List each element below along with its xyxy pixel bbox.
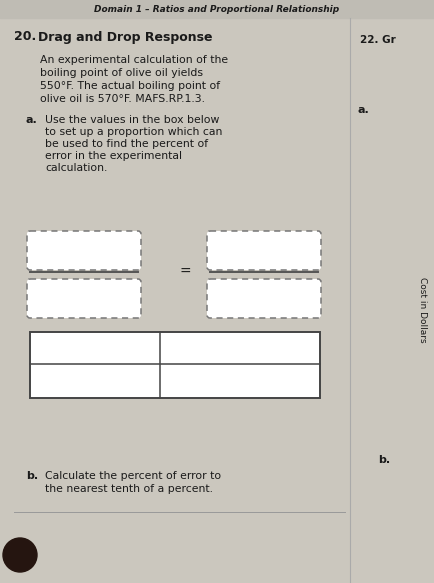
Text: a.: a.: [26, 115, 38, 125]
Text: b.: b.: [26, 471, 38, 481]
Text: 20.: 20.: [14, 30, 36, 44]
Text: the nearest tenth of a percent.: the nearest tenth of a percent.: [45, 484, 213, 494]
Text: Use the values in the box below: Use the values in the box below: [45, 115, 219, 125]
Text: Domain 1 – Ratios and Proportional Relationship: Domain 1 – Ratios and Proportional Relat…: [94, 5, 340, 13]
Text: Cost in Dollars: Cost in Dollars: [418, 277, 427, 343]
Text: olive oil is 570°F. MAFS.RP.1.3.: olive oil is 570°F. MAFS.RP.1.3.: [40, 94, 205, 104]
Text: Calculate the percent of error to: Calculate the percent of error to: [45, 471, 221, 481]
Text: be used to find the percent of: be used to find the percent of: [45, 139, 208, 149]
Text: to set up a proportion which can: to set up a proportion which can: [45, 127, 222, 137]
FancyBboxPatch shape: [27, 231, 141, 270]
Text: boiling point of olive oil yields: boiling point of olive oil yields: [40, 68, 203, 78]
Bar: [30, 332, 320, 398]
Text: 22. Gr: 22. Gr: [360, 35, 396, 45]
Text: calculation.: calculation.: [45, 163, 107, 173]
Text: Values: Values: [220, 343, 260, 353]
Text: 20  100  550
570  1120: 20 100 550 570 1120: [207, 370, 273, 392]
Text: An experimental calculation of the: An experimental calculation of the: [40, 55, 228, 65]
Circle shape: [3, 538, 37, 572]
Text: =: =: [179, 265, 191, 279]
Text: + − x + % ||: + − x + % ||: [61, 376, 129, 387]
Text: Drag and Drop Response: Drag and Drop Response: [38, 30, 213, 44]
Text: a.: a.: [358, 105, 370, 115]
Text: Operational
Symbols: Operational Symbols: [60, 337, 130, 359]
FancyBboxPatch shape: [207, 279, 321, 318]
Text: error in the experimental: error in the experimental: [45, 151, 182, 161]
FancyBboxPatch shape: [207, 231, 321, 270]
FancyBboxPatch shape: [27, 279, 141, 318]
Text: 550°F. The actual boiling point of: 550°F. The actual boiling point of: [40, 81, 220, 91]
Text: b.: b.: [378, 455, 390, 465]
Bar: [0, 0, 434, 18]
